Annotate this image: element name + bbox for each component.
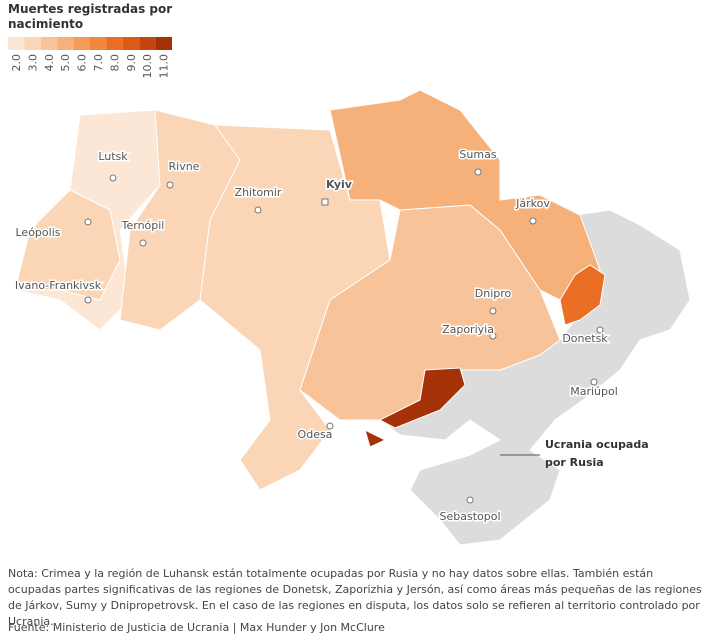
city-label: Sebastopol xyxy=(439,510,500,523)
city-label: Ternópil xyxy=(121,219,165,232)
region-kherson2 xyxy=(364,429,387,448)
legend-swatch xyxy=(139,37,156,50)
city-marker xyxy=(84,218,92,226)
note: Nota: Crimea y la región de Luhansk está… xyxy=(8,567,702,628)
city-label: Odesa xyxy=(298,428,333,441)
map: Muertes registradas por nacimiento 2.0 3.… xyxy=(8,2,691,546)
city-marker xyxy=(590,378,598,386)
cities: Lutsk Rivne Zhitomir Kyiv Sumas Járkov Leópoli… xyxy=(13,147,619,525)
legend-label: 11.0 xyxy=(158,54,171,79)
annotation: por Rusia xyxy=(545,456,604,469)
city-label: Rivne xyxy=(169,160,200,173)
city-marker xyxy=(474,168,482,176)
legend-label: 9.0 xyxy=(125,54,138,72)
city-label: Ivano-Frankivsk xyxy=(15,279,102,292)
legend-swatch xyxy=(90,37,107,50)
legend-label: 6.0 xyxy=(76,54,89,72)
city-label: Kyiv xyxy=(326,178,353,191)
region-donetsk xyxy=(559,264,606,326)
legend-label: 2.0 xyxy=(10,54,23,72)
city-label: Járkov xyxy=(515,197,550,210)
legend-swatch xyxy=(73,37,90,50)
city-marker xyxy=(139,239,147,247)
legend-title: Muertes registradas por xyxy=(8,2,172,16)
legend-label: 10.0 xyxy=(141,54,154,79)
legend-title: nacimiento xyxy=(8,17,83,31)
legend-label: 8.0 xyxy=(108,54,121,72)
region-kherson xyxy=(378,367,466,429)
city-label: Dnipro xyxy=(475,287,512,300)
city-marker xyxy=(321,198,329,206)
city-marker xyxy=(529,217,537,225)
city-marker xyxy=(166,181,174,189)
legend-swatch xyxy=(57,37,74,50)
legend-swatch xyxy=(122,37,140,50)
legend-label: 3.0 xyxy=(26,54,39,72)
annotation: Ucrania ocupada xyxy=(545,438,649,451)
city-marker xyxy=(84,296,92,304)
legend-swatch xyxy=(40,37,58,50)
region-lviv xyxy=(14,189,121,301)
city-label: Mariúpol xyxy=(570,385,618,398)
city-marker xyxy=(326,422,334,430)
city-label: Zhitomir xyxy=(235,186,282,199)
city-label: Sumas xyxy=(459,148,496,161)
city-marker xyxy=(109,174,117,182)
regions xyxy=(14,89,691,546)
legend-swatch xyxy=(155,37,172,50)
city-marker xyxy=(489,332,497,340)
city-marker xyxy=(489,307,497,315)
legend-swatch xyxy=(24,37,41,50)
legend-swatch xyxy=(8,37,25,50)
city-label: Donetsk xyxy=(562,332,608,345)
legend-label: 5.0 xyxy=(59,54,72,72)
city-label: Zaporiyia xyxy=(442,323,494,336)
city-marker xyxy=(466,496,474,504)
city-marker xyxy=(596,326,604,334)
source: Fuente: Ministerio de Justicia de Ucrani… xyxy=(8,621,385,634)
legend-label: 4.0 xyxy=(43,54,56,72)
city-label: Leópolis xyxy=(16,226,61,239)
city-marker xyxy=(254,206,262,214)
legend-swatch xyxy=(106,37,123,50)
legend: 2.0 3.0 4.0 5.0 6.0 7.0 8.0 9.0 10.0 11.0 xyxy=(8,37,172,79)
legend-label: 7.0 xyxy=(92,54,105,72)
city-label: Lutsk xyxy=(98,150,128,163)
